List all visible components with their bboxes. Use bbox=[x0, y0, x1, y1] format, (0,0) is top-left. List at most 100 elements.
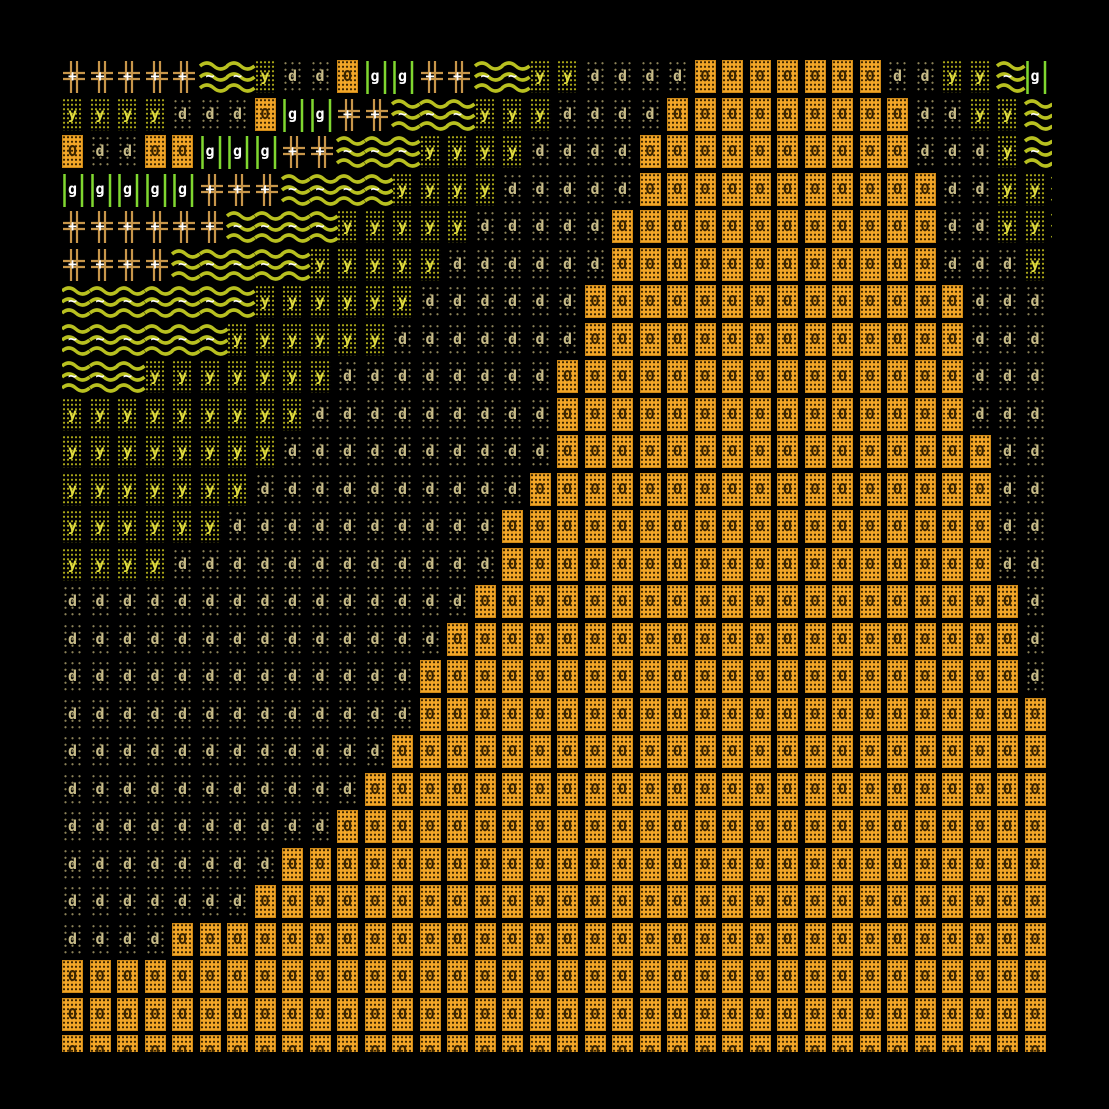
orange-dotted-block-tile bbox=[777, 208, 805, 246]
wave-icon bbox=[253, 248, 284, 281]
orange-dotted-block-tile bbox=[722, 396, 750, 434]
sparse-dark-dots-tile bbox=[172, 621, 200, 659]
wave-tile bbox=[170, 246, 201, 284]
wave-icon bbox=[280, 211, 311, 243]
yellow-dots-tile bbox=[969, 96, 998, 134]
sparse-dark-dots-tile bbox=[282, 58, 310, 96]
orange-dotted-block-tile bbox=[749, 546, 778, 584]
orange-dotted-block-tile bbox=[557, 396, 585, 434]
orange-dotted-block-tile bbox=[667, 396, 695, 434]
orange-dotted-block-tile bbox=[887, 433, 915, 471]
sparse-dark-dots-tile bbox=[969, 246, 998, 284]
sparse-dark-dots-tile bbox=[254, 771, 283, 809]
orange-dotted-block-tile bbox=[474, 658, 503, 696]
sparse-dark-dots-tile bbox=[227, 621, 255, 659]
orange-dotted-block-tile bbox=[777, 658, 805, 696]
orange-dotted-block-tile bbox=[749, 471, 778, 509]
orange-dotted-block-tile bbox=[969, 846, 998, 884]
sparse-dark-dots-tile bbox=[942, 208, 970, 246]
sparse-dark-dots-tile bbox=[447, 546, 475, 584]
sparse-dark-dots-tile bbox=[172, 96, 200, 134]
yellow-dots-tile bbox=[227, 358, 255, 396]
orange-dotted-block-tile bbox=[749, 58, 778, 96]
sparse-dark-dots-tile bbox=[309, 808, 338, 846]
orange-dotted-block-tile bbox=[859, 996, 888, 1034]
orange-dotted-block-tile bbox=[997, 733, 1025, 771]
sparse-dark-dots-tile bbox=[199, 696, 228, 734]
orange-dotted-block-tile bbox=[447, 733, 475, 771]
orange-dotted-block-tile bbox=[529, 921, 558, 959]
sparse-dark-dots-tile bbox=[1024, 658, 1053, 696]
wave-icon bbox=[170, 286, 201, 318]
orange-dotted-block-tile bbox=[722, 883, 750, 921]
orange-dotted-block-tile bbox=[914, 846, 943, 884]
orange-dotted-block-tile bbox=[502, 1033, 530, 1052]
wave-icon bbox=[115, 286, 146, 318]
orange-dotted-block-tile bbox=[722, 958, 750, 996]
sparse-dark-dots-tile bbox=[447, 321, 475, 359]
green-bars-tile bbox=[90, 171, 118, 209]
sparse-dark-dots-tile bbox=[172, 771, 200, 809]
orange-dotted-block-tile bbox=[777, 508, 805, 546]
orange-dotted-block-tile bbox=[667, 1033, 695, 1052]
yellow-dots-tile bbox=[364, 321, 393, 359]
orange-dotted-block-tile bbox=[942, 621, 970, 659]
green-bars-tile bbox=[282, 96, 310, 134]
orange-dotted-block-tile bbox=[859, 508, 888, 546]
sparse-dark-dots-tile bbox=[172, 658, 200, 696]
sparse-dark-dots-tile bbox=[62, 808, 90, 846]
orange-dotted-block-tile bbox=[942, 996, 970, 1034]
orange-dotted-block-tile bbox=[694, 283, 723, 321]
orange-dotted-block-tile bbox=[694, 133, 723, 171]
yellow-dots-tile bbox=[254, 283, 283, 321]
sparse-dark-dots-tile bbox=[254, 546, 283, 584]
orange-dotted-block-tile bbox=[749, 996, 778, 1034]
orange-dotted-block-tile bbox=[309, 883, 338, 921]
wave-icon bbox=[418, 98, 449, 131]
sparse-dark-dots-tile bbox=[529, 133, 558, 171]
double-cross-tile bbox=[62, 246, 90, 284]
orange-dotted-block-tile bbox=[1024, 808, 1053, 846]
orange-dotted-block-tile bbox=[859, 621, 888, 659]
sparse-dark-dots-tile bbox=[447, 283, 475, 321]
orange-dotted-block-tile bbox=[474, 808, 503, 846]
orange-dotted-block-tile bbox=[804, 96, 833, 134]
orange-dotted-block-tile bbox=[777, 58, 805, 96]
sparse-dark-dots-tile bbox=[89, 771, 118, 809]
orange-dotted-block-tile bbox=[89, 958, 118, 996]
sparse-dark-dots-tile bbox=[557, 133, 585, 171]
orange-dotted-block-tile bbox=[722, 696, 750, 734]
orange-dotted-block-tile bbox=[199, 1033, 228, 1052]
orange-dotted-block-tile bbox=[969, 583, 998, 621]
orange-dotted-block-tile bbox=[557, 696, 585, 734]
sparse-dark-dots-tile bbox=[199, 583, 228, 621]
sparse-dark-dots-tile bbox=[227, 696, 255, 734]
orange-dotted-block-tile bbox=[557, 883, 585, 921]
orange-dotted-block-tile bbox=[777, 808, 805, 846]
sparse-dark-dots-tile bbox=[89, 733, 118, 771]
sparse-dark-dots-tile bbox=[914, 133, 943, 171]
sparse-dark-dots-tile bbox=[309, 733, 338, 771]
orange-dotted-block-tile bbox=[62, 996, 90, 1034]
orange-dotted-block-tile bbox=[584, 358, 613, 396]
green-bars-icon bbox=[90, 173, 111, 207]
orange-dotted-block-tile bbox=[667, 996, 695, 1034]
sparse-dark-dots-tile bbox=[144, 771, 173, 809]
sparse-dark-dots-tile bbox=[502, 321, 530, 359]
orange-dotted-block-tile bbox=[584, 508, 613, 546]
orange-dotted-block-tile bbox=[914, 321, 943, 359]
orange-dotted-block-tile bbox=[639, 696, 668, 734]
wave-icon bbox=[88, 286, 119, 318]
orange-dotted-block-tile bbox=[639, 546, 668, 584]
sparse-dark-dots-tile bbox=[529, 171, 558, 209]
wave-tile bbox=[1023, 96, 1052, 134]
orange-dotted-block-tile bbox=[887, 358, 915, 396]
wave-tile bbox=[225, 283, 256, 321]
double-cross-icon bbox=[173, 211, 195, 243]
sparse-dark-dots-tile bbox=[254, 621, 283, 659]
double-cross-icon bbox=[145, 248, 168, 281]
orange-dotted-block-tile bbox=[749, 1033, 778, 1052]
orange-dotted-block-tile bbox=[474, 771, 503, 809]
wave-tile bbox=[62, 283, 91, 321]
orange-dotted-block-tile bbox=[942, 921, 970, 959]
